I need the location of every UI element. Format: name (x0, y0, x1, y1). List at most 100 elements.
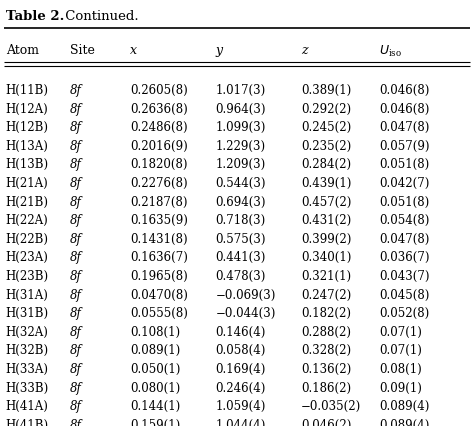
Text: H(22B): H(22B) (6, 232, 49, 245)
Text: 8f: 8f (70, 177, 82, 190)
Text: 1.044(4): 1.044(4) (216, 418, 266, 426)
Text: 0.047(8): 0.047(8) (379, 232, 429, 245)
Text: 0.1820(8): 0.1820(8) (130, 158, 188, 171)
Text: 0.288(2): 0.288(2) (301, 325, 351, 338)
Text: 0.1965(8): 0.1965(8) (130, 269, 188, 282)
Text: 0.054(8): 0.054(8) (379, 214, 429, 227)
Text: 0.058(4): 0.058(4) (216, 344, 266, 357)
Text: 8f: 8f (70, 214, 82, 227)
Text: 0.080(1): 0.080(1) (130, 381, 181, 394)
Text: 8f: 8f (70, 269, 82, 282)
Text: 0.159(1): 0.159(1) (130, 418, 181, 426)
Text: 0.186(2): 0.186(2) (301, 381, 351, 394)
Text: 8f: 8f (70, 344, 82, 357)
Text: −0.035(2): −0.035(2) (301, 399, 361, 412)
Text: 8f: 8f (70, 381, 82, 394)
Text: 0.321(1): 0.321(1) (301, 269, 351, 282)
Text: z: z (301, 44, 308, 57)
Text: 0.2016(9): 0.2016(9) (130, 139, 188, 153)
Text: 0.439(1): 0.439(1) (301, 177, 351, 190)
Text: 0.182(2): 0.182(2) (301, 306, 351, 320)
Text: 8f: 8f (70, 251, 82, 264)
Text: 0.340(1): 0.340(1) (301, 251, 351, 264)
Text: H(13B): H(13B) (6, 158, 49, 171)
Text: Site: Site (70, 44, 95, 57)
Text: 1.099(3): 1.099(3) (216, 121, 266, 134)
Text: H(13A): H(13A) (6, 139, 48, 153)
Text: H(21A): H(21A) (6, 177, 48, 190)
Text: 0.544(3): 0.544(3) (216, 177, 266, 190)
Text: 8f: 8f (70, 306, 82, 320)
Text: H(33A): H(33A) (6, 362, 49, 375)
Text: 0.043(7): 0.043(7) (379, 269, 430, 282)
Text: 0.051(8): 0.051(8) (379, 158, 429, 171)
Text: y: y (216, 44, 223, 57)
Text: 8f: 8f (70, 121, 82, 134)
Text: 0.089(4): 0.089(4) (379, 399, 429, 412)
Text: H(23A): H(23A) (6, 251, 48, 264)
Text: 8f: 8f (70, 399, 82, 412)
Text: 0.441(3): 0.441(3) (216, 251, 266, 264)
Text: 0.042(7): 0.042(7) (379, 177, 429, 190)
Text: 0.1431(8): 0.1431(8) (130, 232, 188, 245)
Text: 0.051(8): 0.051(8) (379, 195, 429, 208)
Text: H(33B): H(33B) (6, 381, 49, 394)
Text: 8f: 8f (70, 139, 82, 153)
Text: 0.045(8): 0.045(8) (379, 288, 429, 301)
Text: H(11B): H(11B) (6, 84, 49, 97)
Text: H(41B): H(41B) (6, 418, 49, 426)
Text: 0.047(8): 0.047(8) (379, 121, 429, 134)
Text: 0.389(1): 0.389(1) (301, 84, 351, 97)
Text: 0.046(8): 0.046(8) (379, 102, 429, 115)
Text: 0.046(2): 0.046(2) (301, 418, 351, 426)
Text: Table 2.: Table 2. (6, 10, 64, 23)
Text: 0.07(1): 0.07(1) (379, 344, 422, 357)
Text: 8f: 8f (70, 195, 82, 208)
Text: 0.169(4): 0.169(4) (216, 362, 266, 375)
Text: 0.09(1): 0.09(1) (379, 381, 422, 394)
Text: 0.146(4): 0.146(4) (216, 325, 266, 338)
Text: H(12A): H(12A) (6, 102, 48, 115)
Text: 0.247(2): 0.247(2) (301, 288, 351, 301)
Text: 8f: 8f (70, 102, 82, 115)
Text: H(32A): H(32A) (6, 325, 48, 338)
Text: 0.2276(8): 0.2276(8) (130, 177, 188, 190)
Text: 8f: 8f (70, 84, 82, 97)
Text: 0.292(2): 0.292(2) (301, 102, 351, 115)
Text: 1.017(3): 1.017(3) (216, 84, 266, 97)
Text: 0.050(1): 0.050(1) (130, 362, 181, 375)
Text: Continued.: Continued. (61, 10, 138, 23)
Text: −0.069(3): −0.069(3) (216, 288, 276, 301)
Text: 0.046(8): 0.046(8) (379, 84, 429, 97)
Text: 0.08(1): 0.08(1) (379, 362, 422, 375)
Text: 1.209(3): 1.209(3) (216, 158, 266, 171)
Text: 0.575(3): 0.575(3) (216, 232, 266, 245)
Text: 0.2187(8): 0.2187(8) (130, 195, 188, 208)
Text: 0.144(1): 0.144(1) (130, 399, 181, 412)
Text: x: x (130, 44, 137, 57)
Text: 0.328(2): 0.328(2) (301, 344, 351, 357)
Text: 0.694(3): 0.694(3) (216, 195, 266, 208)
Text: 0.1635(9): 0.1635(9) (130, 214, 188, 227)
Text: 0.2636(8): 0.2636(8) (130, 102, 188, 115)
Text: 8f: 8f (70, 288, 82, 301)
Text: H(12B): H(12B) (6, 121, 49, 134)
Text: H(31A): H(31A) (6, 288, 48, 301)
Text: 1.059(4): 1.059(4) (216, 399, 266, 412)
Text: 0.108(1): 0.108(1) (130, 325, 181, 338)
Text: 0.057(9): 0.057(9) (379, 139, 430, 153)
Text: 0.036(7): 0.036(7) (379, 251, 430, 264)
Text: 8f: 8f (70, 325, 82, 338)
Text: H(41A): H(41A) (6, 399, 48, 412)
Text: 0.1636(7): 0.1636(7) (130, 251, 188, 264)
Text: 0.284(2): 0.284(2) (301, 158, 351, 171)
Text: 0.2486(8): 0.2486(8) (130, 121, 188, 134)
Text: 0.07(1): 0.07(1) (379, 325, 422, 338)
Text: 0.431(2): 0.431(2) (301, 214, 351, 227)
Text: 8f: 8f (70, 158, 82, 171)
Text: 0.457(2): 0.457(2) (301, 195, 351, 208)
Text: 8f: 8f (70, 232, 82, 245)
Text: 0.399(2): 0.399(2) (301, 232, 351, 245)
Text: 0.245(2): 0.245(2) (301, 121, 351, 134)
Text: 8f: 8f (70, 362, 82, 375)
